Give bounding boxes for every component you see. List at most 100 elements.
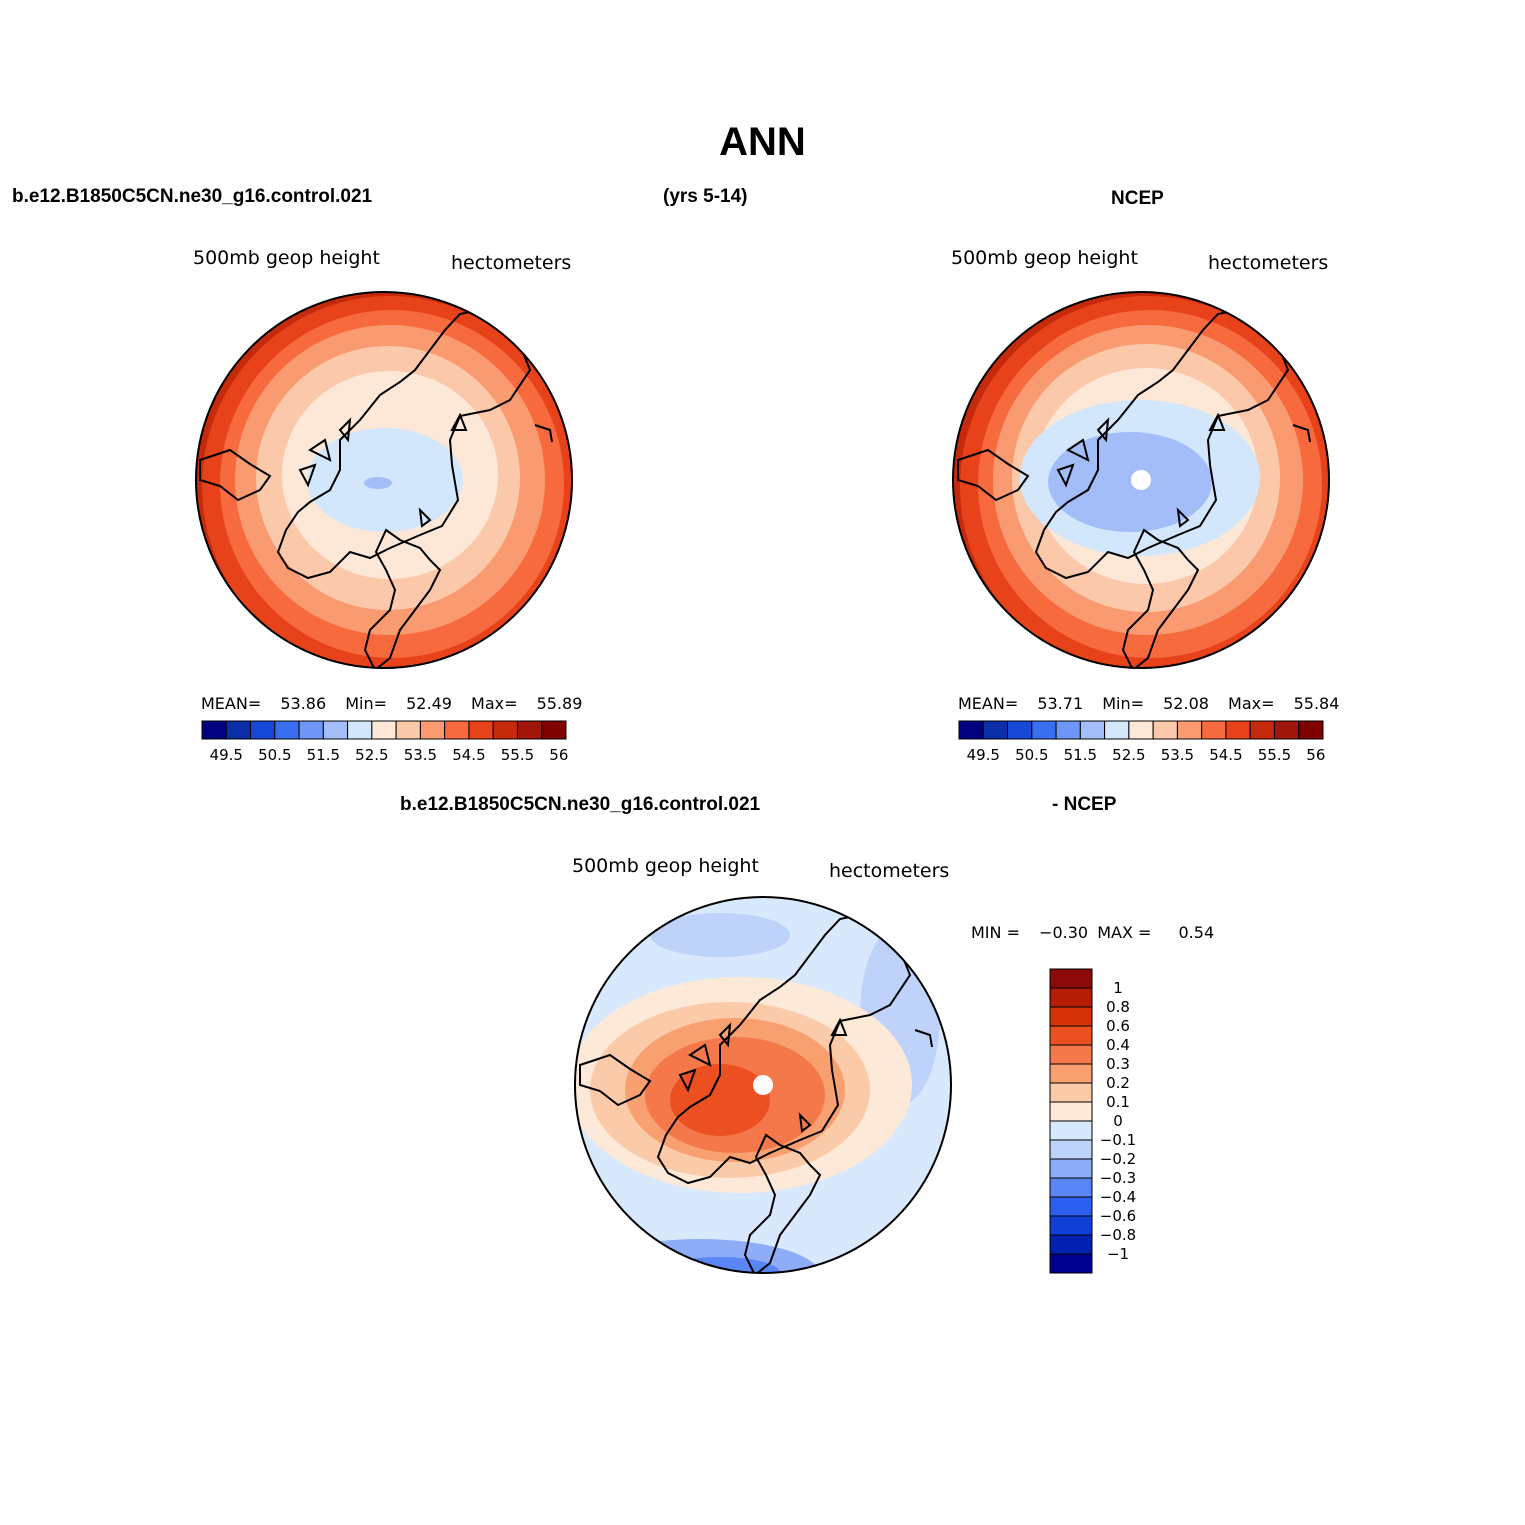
colorbar-swatch: [1225, 720, 1251, 740]
diff-min-label: MIN =: [971, 923, 1020, 942]
model-stats: MEAN= 53.86 Min= 52.49 Max= 55.89: [201, 694, 582, 713]
colorbar-label: 1: [1113, 979, 1123, 997]
colorbar-swatch: [274, 720, 300, 740]
model-max-label: Max=: [471, 694, 518, 713]
colorbar-swatch: [468, 720, 494, 740]
model-polar-map: [195, 291, 573, 669]
colorbar-swatch: [541, 720, 567, 740]
colorbar-swatch: [516, 720, 543, 740]
colorbar-label: 56.5: [1306, 746, 1327, 764]
colorbar-label: 0.6: [1106, 1017, 1130, 1035]
diff-minmax: MIN = −0.30 MAX = 0.54: [971, 923, 1214, 942]
colorbar-label: −0.1: [1100, 1131, 1136, 1149]
colorbar-swatch: [1049, 1139, 1093, 1160]
colorbar-swatch: [250, 720, 276, 740]
obs-min-value: 52.08: [1163, 694, 1209, 713]
colorbar-label: −0.6: [1100, 1207, 1136, 1225]
colorbar-swatch: [1049, 1120, 1093, 1141]
colorbar-swatch: [1049, 1044, 1093, 1065]
colorbar-label: −0.8: [1100, 1226, 1136, 1244]
colorbar-swatch: [347, 720, 373, 740]
colorbar-swatch: [1049, 1101, 1093, 1122]
colorbar-swatch: [1049, 968, 1093, 989]
figure-title: ANN: [719, 120, 806, 164]
colorbar-swatch: [1298, 720, 1324, 740]
model-mean-value: 53.86: [280, 694, 327, 713]
model-coastlines: [199, 308, 553, 668]
colorbar-swatch: [1201, 720, 1227, 740]
diff-colorbar: 10.80.60.40.30.20.10−0.1−0.2−0.3−0.4−0.6…: [1049, 968, 1136, 1274]
colorbar-swatch: [1079, 720, 1106, 740]
colorbar-label: −0.3: [1100, 1169, 1136, 1187]
colorbar-swatch: [419, 720, 446, 740]
colorbar-label: 52.5: [1112, 746, 1145, 764]
years-label: (yrs 5-14): [663, 186, 748, 207]
model-units-label: hectometers: [451, 252, 572, 274]
diff-max-value: 0.54: [1178, 923, 1215, 942]
colorbar-swatch: [1273, 720, 1300, 740]
colorbar-swatch: [1049, 1253, 1093, 1274]
model-colorbar: 49.5 50.5 51.5 52.5 53.5 54.5 55.5 56.5: [201, 720, 570, 764]
obs-mean-label: MEAN=: [958, 694, 1019, 713]
colorbar-swatch: [1049, 1082, 1093, 1103]
colorbar-swatch: [298, 720, 324, 740]
colorbar-swatch: [1049, 1215, 1093, 1236]
colorbar-label: 53.5: [404, 746, 437, 764]
colorbar-swatch: [1049, 1006, 1093, 1027]
colorbar-swatch: [1104, 720, 1130, 740]
colorbar-label: 54.5: [452, 746, 485, 764]
colorbar-label: 0.4: [1106, 1036, 1130, 1054]
colorbar-label: 51.5: [1064, 746, 1097, 764]
colorbar-swatch: [322, 720, 349, 740]
colorbar-label: 49.5: [967, 746, 1000, 764]
colorbar-swatch: [1049, 1158, 1093, 1179]
colorbar-swatch: [1152, 720, 1178, 740]
colorbar-swatch: [201, 720, 227, 740]
obs-max-label: Max=: [1228, 694, 1275, 713]
diff-min-value: −0.30: [1039, 923, 1089, 942]
diff-case-name: b.e12.B1850C5CN.ne30_g16.control.021: [400, 794, 761, 815]
diff-obs-name: - NCEP: [1052, 794, 1117, 815]
obs-stats: MEAN= 53.71 Min= 52.08 Max= 55.84: [958, 694, 1339, 713]
obs-mean-value: 53.71: [1037, 694, 1084, 713]
model-mean-label: MEAN=: [201, 694, 262, 713]
colorbar-swatch: [1176, 720, 1203, 740]
colorbar-swatch: [1128, 720, 1154, 740]
colorbar-swatch: [395, 720, 421, 740]
colorbar-label: 55.5: [501, 746, 534, 764]
colorbar-swatch: [1049, 1234, 1093, 1255]
colorbar-label: 51.5: [307, 746, 340, 764]
colorbar-swatch: [371, 720, 397, 740]
obs-coastlines: [957, 308, 1311, 668]
colorbar-label: 0.3: [1106, 1055, 1130, 1073]
colorbar-label: 49.5: [210, 746, 243, 764]
obs-polar-map: [952, 291, 1330, 669]
obs-name: NCEP: [1111, 188, 1164, 209]
diff-units-label: hectometers: [829, 860, 950, 882]
model-min-value: 52.49: [406, 694, 452, 713]
colorbar-label: 0.1: [1106, 1093, 1130, 1111]
colorbar-label: 54.5: [1209, 746, 1242, 764]
colorbar-label: −1: [1107, 1245, 1129, 1263]
colorbar-swatch: [1049, 1025, 1093, 1046]
diff-variable-label: 500mb geop height: [572, 855, 759, 877]
model-min-label: Min=: [345, 694, 388, 713]
colorbar-swatch: [492, 720, 518, 740]
colorbar-swatch: [225, 720, 252, 740]
colorbar-swatch: [982, 720, 1009, 740]
colorbar-label: 55.5: [1258, 746, 1291, 764]
colorbar-label: 0.8: [1106, 998, 1130, 1016]
colorbar-swatch: [1007, 720, 1033, 740]
colorbar-label: −0.2: [1100, 1150, 1136, 1168]
colorbar-label: 52.5: [355, 746, 388, 764]
colorbar-label: 53.5: [1161, 746, 1194, 764]
obs-colorbar: 49.5 50.5 51.5 52.5 53.5 54.5 55.5 56.5: [958, 720, 1327, 764]
colorbar-swatch: [444, 720, 470, 740]
colorbar-swatch: [1049, 987, 1093, 1008]
colorbar-label: 0.2: [1106, 1074, 1130, 1092]
diff-coastlines: [579, 913, 933, 1273]
colorbar-swatch: [1249, 720, 1275, 740]
colorbar-swatch: [1049, 1177, 1093, 1198]
obs-max-value: 55.84: [1293, 694, 1340, 713]
colorbar-swatch: [958, 720, 984, 740]
